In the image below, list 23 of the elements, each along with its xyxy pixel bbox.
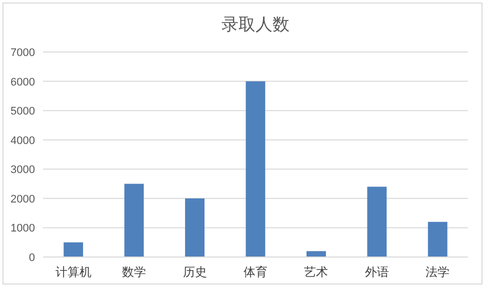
y-tick-label: 1000 (10, 222, 35, 235)
bar (185, 198, 204, 257)
y-tick-label: 2000 (10, 193, 35, 206)
x-tick-label: 计算机 (55, 265, 92, 279)
bar (246, 81, 266, 257)
bar (64, 242, 84, 257)
y-tick-label: 0 (28, 252, 35, 264)
y-tick-label: 4000 (10, 134, 35, 147)
x-tick-label: 法学 (426, 265, 450, 279)
bar (367, 186, 387, 257)
bar (428, 222, 448, 257)
x-tick-label: 艺术 (304, 265, 328, 279)
x-tick-label: 历史 (182, 265, 207, 279)
chart-title: 录取人数 (222, 15, 290, 35)
bar (124, 184, 144, 257)
y-tick-label: 7000 (10, 47, 35, 59)
x-tick-label: 外语 (364, 265, 389, 279)
x-tick-label: 数学 (122, 265, 146, 279)
y-tick-label: 3000 (10, 164, 35, 176)
x-tick-label: 体育 (244, 265, 268, 279)
bar (306, 251, 326, 257)
y-tick-label: 6000 (10, 76, 35, 88)
y-tick-label: 5000 (10, 106, 35, 118)
